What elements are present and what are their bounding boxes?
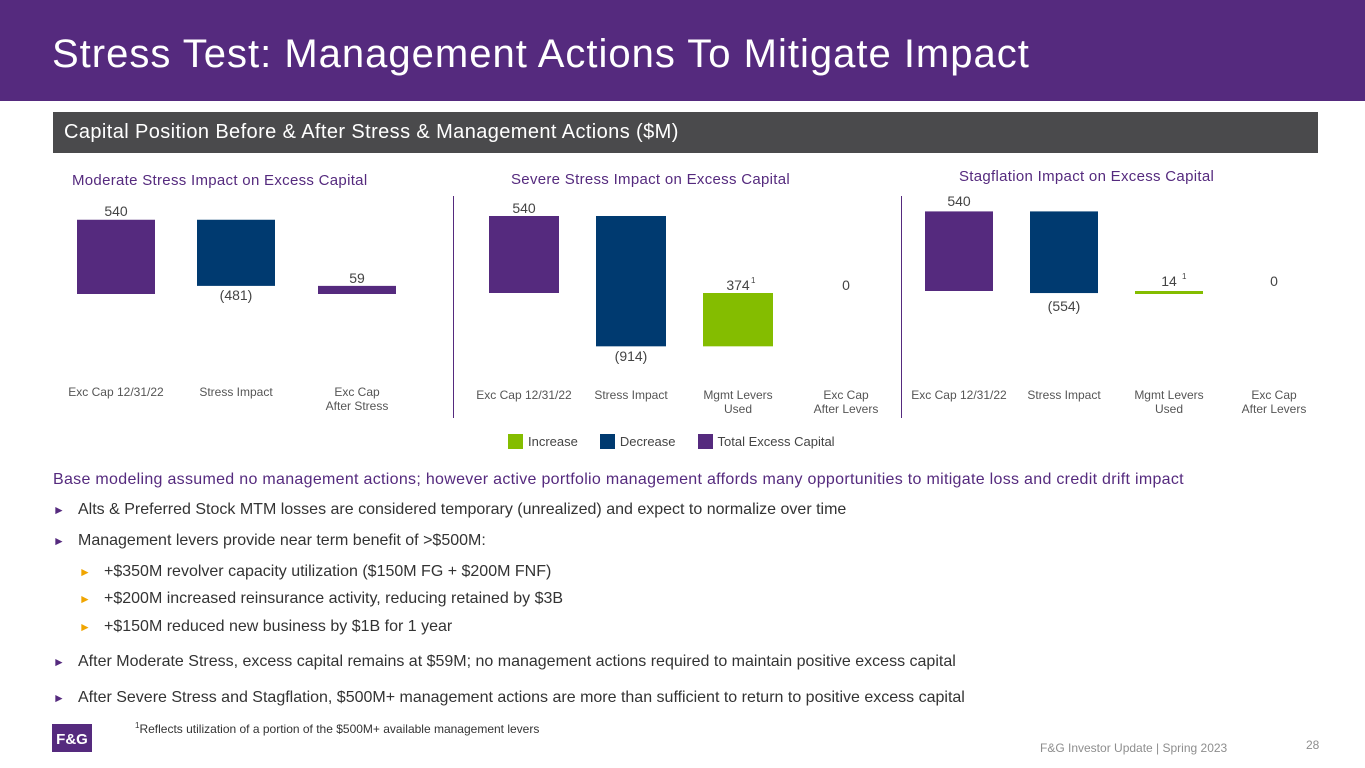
bar-1-0	[489, 215, 559, 293]
category-label: Exc Cap 12/31/22	[476, 388, 572, 402]
category-label: Mgmt Levers	[703, 388, 772, 402]
bullet-arrow-icon: ►	[79, 592, 91, 606]
legend-label-increase: Increase	[528, 433, 578, 449]
legend-item-increase: Increase	[508, 433, 578, 449]
chart-divider	[901, 196, 902, 418]
section-title: Capital Position Before & After Stress &…	[64, 121, 679, 143]
key-takeaway: Base modeling assumed no management acti…	[53, 471, 1184, 488]
category-label: After Levers	[814, 402, 879, 416]
header-band: Stress Test: Management Actions To Mitig…	[0, 0, 1365, 101]
category-label: Exc Cap 12/31/22	[911, 388, 1007, 402]
data-label: 14	[1161, 273, 1177, 289]
bullet-arrow-icon: ►	[79, 565, 91, 579]
page-number: 28	[1306, 738, 1320, 752]
data-label: 374	[726, 277, 750, 293]
data-label: 0	[842, 277, 850, 293]
bullet-text: +$200M increased reinsurance activity, r…	[104, 590, 564, 607]
category-label: After Stress	[326, 399, 389, 413]
bullet-item: ► After Moderate Stress, excess capital …	[53, 653, 956, 671]
bar-0-2	[318, 285, 396, 294]
bullet-text: +$350M revolver capacity utilization ($1…	[104, 563, 552, 580]
bar-2-0	[925, 211, 993, 291]
category-label: Exc Cap 12/31/22	[68, 385, 164, 399]
bar-1-1	[596, 215, 666, 347]
waterfall-charts: 540 Exc Cap 12/31/22 (481) Stress Impact 59 E…	[68, 193, 1307, 416]
page-title: Stress Test: Management Actions To Mitig…	[52, 32, 1030, 76]
footnote: 1Reflects utilization of a portion of th…	[135, 721, 539, 736]
category-label: Exc Cap	[823, 388, 869, 402]
bullet-item: ► Alts & Preferred Stock MTM losses are …	[53, 501, 846, 519]
bar-2-2	[1135, 291, 1203, 294]
legend-item-decrease: Decrease	[599, 433, 676, 449]
bullet-text: Management levers provide near term bene…	[78, 532, 486, 549]
data-label: 59	[349, 270, 365, 286]
fg-logo: F&G	[52, 724, 92, 752]
bar-0-1	[197, 219, 275, 286]
legend-item-total: Total Excess Capital	[697, 433, 835, 449]
footnote-mark: 1	[1182, 272, 1187, 281]
sub-bullet-item: ► +$200M increased reinsurance activity,…	[79, 590, 563, 608]
category-label: Used	[1155, 402, 1183, 416]
data-label: 540	[512, 200, 536, 216]
bullet-text: After Moderate Stress, excess capital re…	[78, 653, 956, 670]
category-label: Stress Impact	[594, 388, 668, 402]
stagflation-chart-title: Stagflation Impact on Excess Capital	[959, 168, 1215, 185]
sub-bullet-item: ► +$350M revolver capacity utilization (…	[79, 563, 551, 581]
bar-1-2	[703, 293, 773, 347]
bullet-arrow-icon: ►	[79, 620, 91, 634]
bar-0-0	[77, 219, 155, 294]
data-label: 540	[947, 193, 971, 209]
legend-swatch-total	[697, 433, 713, 449]
section-bar: Capital Position Before & After Stress &…	[53, 112, 1318, 153]
category-label: Exc Cap	[334, 385, 380, 399]
category-label: Exc Cap	[1251, 388, 1297, 402]
legend-label-decrease: Decrease	[619, 433, 676, 449]
chart-legend: Increase Decrease Total Excess Capital	[508, 432, 857, 450]
bullet-arrow-icon: ►	[53, 691, 65, 705]
data-label: (914)	[615, 348, 648, 364]
bar-2-1	[1030, 211, 1098, 294]
legend-swatch-decrease	[599, 433, 615, 449]
logo-text: F&G	[56, 731, 88, 748]
category-label: Stress Impact	[199, 385, 273, 399]
footnote-mark: 1	[751, 276, 756, 285]
bullet-arrow-icon: ►	[53, 503, 65, 517]
data-label: 0	[1270, 273, 1278, 289]
sub-bullet-item: ► +$150M reduced new business by $1B for…	[79, 618, 452, 636]
bullet-text: +$150M reduced new business by $1B for 1…	[104, 618, 453, 635]
category-label: After Levers	[1242, 402, 1307, 416]
legend-swatch-increase	[508, 433, 523, 449]
bullet-item: ► After Severe Stress and Stagflation, $…	[53, 689, 965, 707]
legend-label-total: Total Excess Capital	[717, 433, 835, 449]
category-label: Stress Impact	[1027, 388, 1101, 402]
data-label: (554)	[1048, 298, 1081, 314]
moderate-chart-title: Moderate Stress Impact on Excess Capital	[72, 172, 368, 189]
footnote-text: Reflects utilization of a portion of the…	[139, 722, 540, 736]
bullet-arrow-icon: ►	[53, 534, 65, 548]
chart-divider	[453, 196, 454, 418]
footnote-mark: 1	[135, 721, 140, 730]
category-label: Mgmt Levers	[1134, 388, 1203, 402]
bullet-arrow-icon: ►	[53, 655, 65, 669]
bullet-item: ► Management levers provide near term be…	[53, 532, 486, 550]
category-label: Used	[724, 402, 752, 416]
severe-chart-title: Severe Stress Impact on Excess Capital	[511, 171, 791, 188]
bullet-text: Alts & Preferred Stock MTM losses are co…	[78, 501, 847, 518]
bullet-text: After Severe Stress and Stagflation, $50…	[78, 689, 965, 706]
footer-text: F&G Investor Update | Spring 2023	[1040, 741, 1228, 755]
data-label: 540	[104, 203, 128, 219]
data-label: (481)	[220, 287, 253, 303]
